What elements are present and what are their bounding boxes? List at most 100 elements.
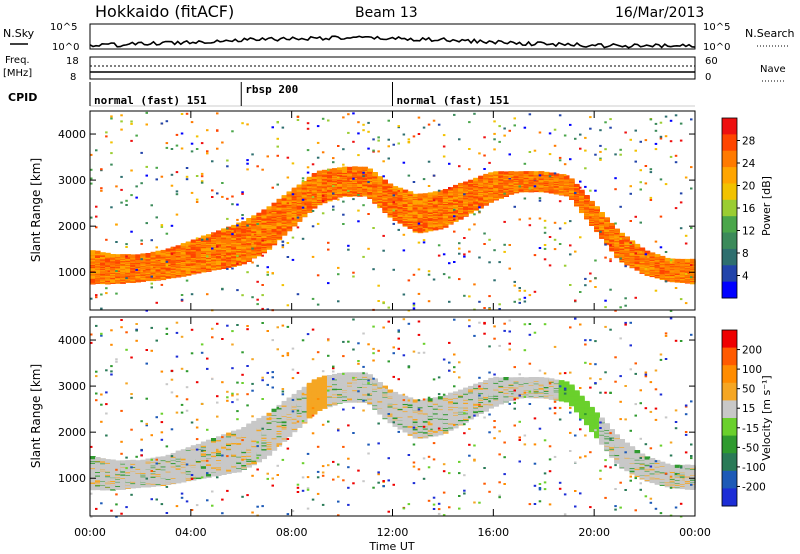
heatmap-cell [417,222,421,225]
heatmap-cell [155,250,162,254]
heatmap-cell [195,175,199,177]
heatmap-cell [296,115,300,118]
heatmap-cell [448,276,451,279]
heatmap-cell [221,288,224,291]
heatmap-cell [327,241,330,244]
heatmap-cell [624,236,630,240]
heatmap-cell [513,117,516,120]
nave-tick-bottom: 0 [705,72,711,83]
heatmap-cell [296,216,300,219]
heatmap-cell [508,176,511,179]
heatmap-cell [286,191,293,195]
heatmap-cell [216,112,219,115]
heatmap-cell [241,214,244,216]
heatmap-cell [120,188,123,191]
heatmap-cell [629,138,632,141]
heatmap-cell [498,261,501,264]
heatmap-cell [246,220,252,224]
heatmap-cell [432,199,436,202]
heatmap-cell [251,153,254,156]
heatmap-cell [543,171,550,175]
heatmap-cell [553,238,557,241]
heatmap-cell [115,185,118,188]
heatmap-cell [226,227,229,230]
heatmap-cell [488,161,491,164]
heatmap-cell [301,203,305,206]
cpid-segment-label: normal (fast) 151 [397,94,510,107]
heatmap-cell [574,137,577,140]
heatmap-cell [150,286,153,289]
heatmap-cell [266,225,273,229]
heatmap-cell [513,124,516,127]
heatmap-cell [281,126,285,129]
heatmap-cell [327,248,330,251]
freq-panel: Freq. [MHz] 18 8 60 0 Nave [3,55,786,83]
heatmap-cell [362,204,365,207]
heatmap-cell [513,205,516,208]
heatmap-cell [155,260,158,263]
heatmap-cell [241,217,244,220]
heatmap-cell [180,243,187,247]
heatmap-cell [316,303,320,306]
heatmap-cell [422,195,429,199]
heatmap-cell [90,297,93,300]
heatmap-cell [221,141,224,144]
heatmap-cell [165,248,172,252]
heatmap-cell [392,186,399,190]
heatmap-cell [332,205,335,208]
heatmap-cell [291,258,295,261]
heatmap-cell [306,127,310,130]
heatmap-cell [190,142,194,145]
heatmap-cell [311,225,315,228]
heatmap-cell [332,161,335,164]
heatmap-cell [347,248,350,251]
heatmap-cell [281,246,285,249]
heatmap-cell [256,241,262,245]
heatmap-cell [523,171,530,175]
heatmap-cell [543,226,547,229]
heatmap-cell [236,224,239,227]
heatmap-cell [311,210,315,212]
heatmap-cell [226,197,229,200]
heatmap-cell [200,238,204,241]
heatmap-cell [498,171,504,175]
heatmap-cell [90,216,93,219]
heatmap-cell [200,175,204,178]
heatmap-cell [478,256,481,259]
heatmap-cell [548,264,552,267]
heatmap-cell [281,284,285,287]
heatmap-cell [548,153,552,156]
heatmap-cell [221,257,227,261]
heatmap-cell [468,168,471,171]
heatmap-cell [483,154,486,157]
heatmap-cell [180,132,184,135]
heatmap-cell [584,185,587,188]
heatmap-cell [271,126,274,129]
heatmap-cell [619,306,622,309]
heatmap-cell [533,254,537,257]
heatmap-cell [569,284,572,286]
nsky-label: N.Sky [3,27,35,40]
heatmap-cell [392,143,395,146]
heatmap-cell [241,294,244,297]
heatmap-cell [432,225,436,228]
heatmap-cell [483,243,486,245]
heatmap-cell [200,181,204,184]
heatmap-cell [548,132,552,135]
heatmap-cell [417,133,421,135]
heatmap-cell [115,270,118,272]
freq-label: Freq. [5,55,30,66]
heatmap-cell [105,131,108,134]
heatmap-cell [463,255,466,258]
heatmap-cell [442,223,446,226]
heatmap-cell [387,183,394,187]
heatmap-cell [291,236,295,239]
heatmap-cell [458,138,461,141]
heatmap-cell [337,273,340,276]
heatmap-cell [493,120,496,123]
heatmap-cell [190,263,194,266]
heatmap-cell [145,111,148,114]
heatmap-cell [407,191,414,195]
heatmap-cell [427,123,431,126]
